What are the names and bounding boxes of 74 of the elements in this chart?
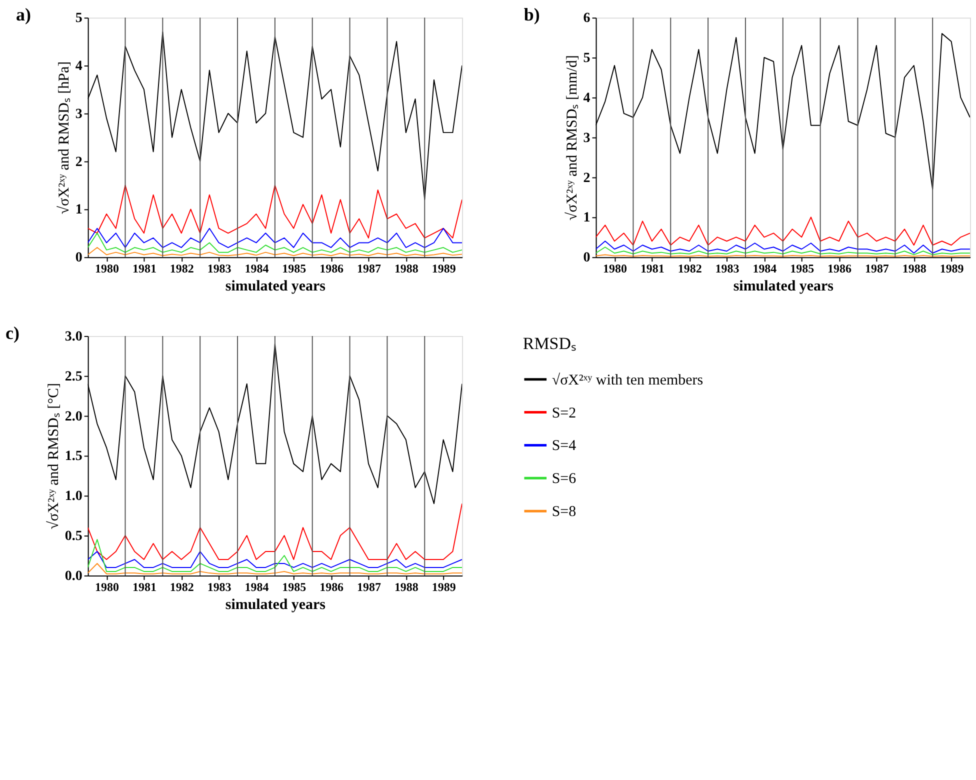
y-tick-label: 2.0 — [64, 409, 82, 424]
line-series — [88, 184, 462, 238]
x-tick-label: 1983 — [207, 580, 232, 594]
y-tick-label: 3 — [583, 130, 590, 146]
y-tick-label: 2.5 — [64, 369, 82, 384]
y-tick-label: 6 — [583, 11, 590, 26]
x-tick-label: 1980 — [603, 262, 627, 276]
x-axis-title: simulated years — [733, 278, 834, 295]
line-series — [88, 232, 462, 253]
line-series — [88, 228, 462, 248]
legend-label: √σX²ˣʸ with ten members — [552, 372, 704, 388]
y-axis-title: √σX²ˣʸ and RMSDₛ [hPa] — [56, 61, 72, 214]
x-tick-label: 1987 — [357, 262, 381, 276]
y-tick-label: 0 — [583, 250, 590, 266]
x-tick-label: 1982 — [170, 580, 194, 594]
x-tick-label: 1984 — [752, 262, 777, 276]
y-tick-label: 0 — [75, 250, 82, 266]
chart-title: a) — [16, 4, 31, 25]
y-tick-label: 3.0 — [64, 329, 82, 344]
x-tick-label: 1983 — [207, 262, 232, 276]
x-tick-label: 1988 — [394, 262, 418, 276]
x-tick-label: 1982 — [678, 262, 702, 276]
y-tick-label: 1.5 — [64, 449, 82, 464]
legend-label: S=2 — [552, 405, 576, 422]
y-axis-title: √σX²ˣʸ and RMSDₛ [mm/d] — [564, 55, 580, 221]
y-tick-label: 5 — [583, 51, 590, 66]
legend-label: S=8 — [552, 504, 576, 520]
y-tick-label: 4 — [75, 58, 82, 74]
chart-title: b) — [524, 4, 540, 25]
y-tick-label: 5 — [75, 11, 82, 26]
x-tick-label: 1980 — [95, 580, 120, 594]
line-series — [596, 216, 970, 246]
x-tick-label: 1980 — [95, 262, 120, 276]
x-tick-label: 1984 — [244, 580, 269, 594]
y-axis-title: √σX²ˣʸ and RMSDₛ [°C] — [46, 382, 62, 530]
x-tick-label: 1987 — [864, 262, 889, 276]
x-tick-label: 1989 — [432, 262, 456, 276]
x-tick-label: 1981 — [640, 262, 664, 276]
y-tick-label: 2 — [75, 154, 82, 170]
legend-label: S=6 — [552, 471, 577, 488]
y-tick-label: 2 — [583, 170, 590, 186]
legend-label: S=4 — [552, 438, 577, 454]
x-tick-label: 1988 — [902, 262, 926, 276]
y-tick-label: 0.0 — [64, 568, 82, 584]
y-tick-label: 4 — [583, 90, 590, 106]
x-axis-title: simulated years — [225, 278, 326, 295]
line-series — [88, 551, 462, 568]
y-tick-label: 1 — [583, 210, 590, 226]
line-series — [596, 240, 970, 254]
x-tick-label: 1981 — [132, 580, 156, 594]
x-tick-label: 1989 — [940, 262, 964, 276]
x-tick-label: 1985 — [282, 262, 306, 276]
y-tick-label: 1.0 — [64, 489, 82, 504]
y-tick-label: 1 — [75, 202, 82, 218]
line-series — [596, 246, 970, 256]
x-axis-title: simulated years — [225, 596, 326, 613]
x-tick-label: 1989 — [432, 580, 456, 594]
x-tick-label: 1986 — [320, 580, 344, 594]
x-tick-label: 1985 — [790, 262, 814, 276]
legend-title: RMSDₛ — [522, 334, 576, 353]
x-tick-label: 1983 — [715, 262, 740, 276]
x-tick-label: 1988 — [394, 580, 418, 594]
x-tick-label: 1982 — [170, 262, 194, 276]
y-tick-label: 3 — [75, 106, 82, 122]
line-series — [88, 503, 462, 560]
chart-title: c) — [5, 322, 20, 343]
x-tick-label: 1986 — [320, 262, 344, 276]
line-series — [88, 539, 462, 572]
x-tick-label: 1987 — [357, 580, 381, 594]
x-tick-label: 1981 — [132, 262, 156, 276]
x-tick-label: 1985 — [282, 580, 306, 594]
x-tick-label: 1986 — [828, 262, 852, 276]
x-tick-label: 1984 — [244, 262, 269, 276]
y-tick-label: 0.5 — [64, 529, 82, 544]
